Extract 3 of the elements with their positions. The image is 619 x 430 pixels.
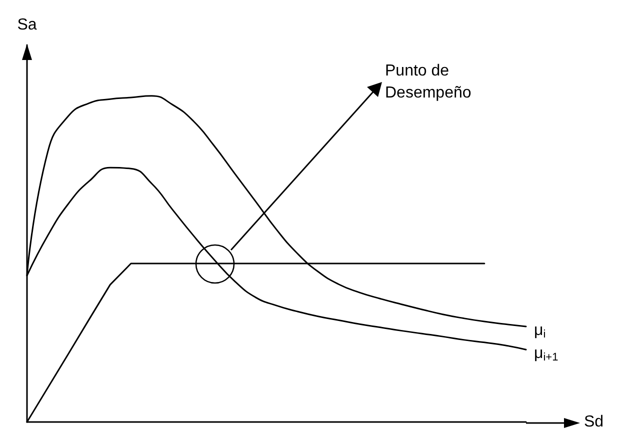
y-axis-title: Sa	[17, 16, 37, 34]
annotation: Punto de Desempeño	[385, 62, 472, 102]
x-axis-title: Sd	[584, 414, 604, 430]
